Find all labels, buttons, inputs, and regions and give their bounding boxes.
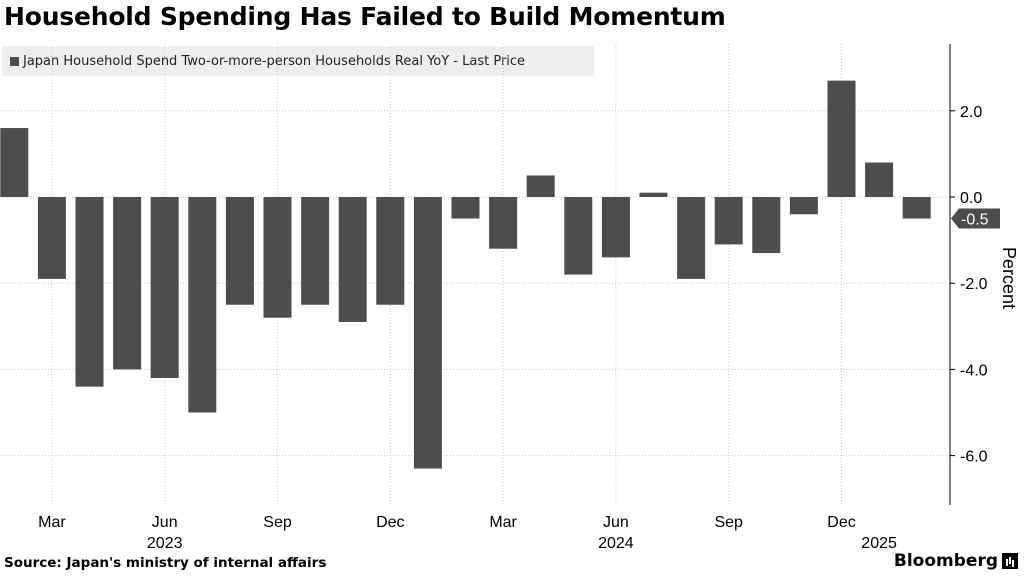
y-tick-label: 2.0 [960, 104, 982, 121]
bar-may-2023 [113, 197, 142, 370]
y-tick-label: -4.0 [960, 362, 988, 379]
bar-feb-2024 [451, 197, 480, 219]
bar-nov-2023 [338, 197, 367, 322]
last-value-label: -0.5 [961, 212, 989, 229]
x-tick-label: Dec [827, 514, 855, 531]
bar-aug-2024 [677, 197, 706, 279]
bloomberg-icon [1002, 553, 1018, 569]
x-tick-label: Mar [489, 514, 517, 531]
bar-jul-2023 [188, 197, 217, 413]
bar-sep-2024 [714, 197, 743, 245]
legend: Japan Household Spend Two-or-more-person… [2, 46, 594, 76]
legend-label: Japan Household Spend Two-or-more-person… [23, 53, 526, 69]
chart-title: Household Spending Has Failed to Build M… [4, 2, 726, 31]
last-value-tag [951, 208, 1000, 229]
x-tick-label: Mar [38, 514, 66, 531]
y-tick-label: -2.0 [960, 276, 988, 293]
x-tick-label: Sep [714, 514, 743, 531]
bar-jan-2024 [413, 197, 442, 469]
legend-swatch [10, 56, 19, 66]
bar-oct-2023 [301, 197, 330, 305]
bar-apr-2023 [75, 197, 104, 387]
bar-jul-2024 [639, 192, 668, 197]
x-year-label: 2025 [861, 535, 897, 552]
bar-may-2024 [564, 197, 593, 275]
x-tick-label: Jun [603, 514, 629, 531]
bar-feb-2025 [902, 197, 931, 219]
source-note: Source: Japan's ministry of internal aff… [4, 555, 327, 571]
x-tick-label: Sep [263, 514, 292, 531]
brand-name: Bloomberg [893, 551, 998, 571]
bar-apr-2024 [526, 175, 555, 197]
y-tick-label: 0.0 [960, 190, 982, 207]
bar-mar-2024 [489, 197, 518, 249]
brand-logo: Bloomberg [894, 551, 1018, 571]
bar-sep-2023 [263, 197, 292, 318]
bar-mar-2023 [37, 197, 66, 279]
bar-oct-2024 [752, 197, 781, 254]
y-tick-label: -6.0 [960, 449, 988, 466]
bar-jun-2024 [601, 197, 630, 258]
bar-jan-2025 [865, 162, 894, 197]
bar-aug-2023 [225, 197, 254, 305]
bar-dec-2023 [376, 197, 405, 305]
x-tick-label: Jun [152, 514, 178, 531]
bar-dec-2024 [827, 80, 856, 197]
bar-jun-2023 [150, 197, 179, 379]
x-year-label: 2023 [147, 535, 183, 552]
x-year-label: 2024 [598, 535, 634, 552]
bar-nov-2024 [789, 197, 818, 215]
y-axis-title: Percent [999, 247, 1019, 309]
x-tick-label: Dec [376, 514, 404, 531]
bar-feb-2023 [0, 128, 29, 197]
